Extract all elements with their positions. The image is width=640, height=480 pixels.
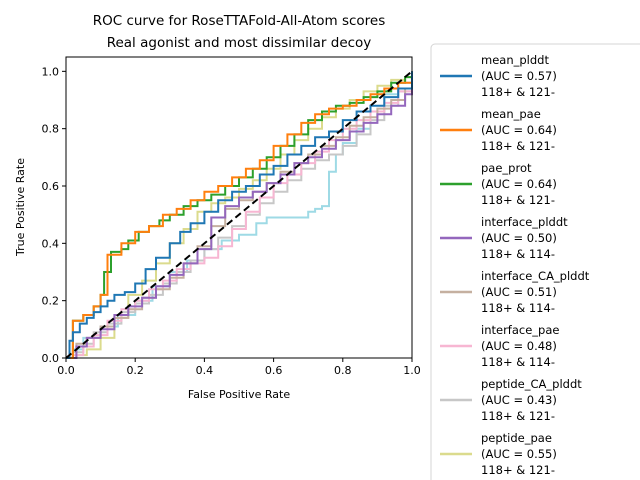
y-axis-label: True Positive Rate	[14, 158, 27, 257]
legend-auc-label-interface-ca-plddt: (AUC = 0.51)	[481, 285, 557, 299]
legend-auc-label-peptide-pae: (AUC = 0.55)	[481, 447, 557, 461]
legend-group-label-mean-pae: 118+ & 121-	[481, 139, 555, 153]
legend-box	[430, 43, 640, 480]
y-tick-label: 1.0	[42, 65, 60, 78]
legend-name-mean-plddt: mean_plddt	[481, 53, 549, 67]
x-tick-label: 0.8	[334, 364, 352, 377]
y-tick-label: 0.2	[42, 295, 60, 308]
y-axis-ticks: 0.0 0.2 0.4 0.6 0.8 1.0	[42, 65, 66, 365]
legend: mean_plddt (AUC = 0.57) 118+ & 121- mean_pa…	[430, 43, 640, 480]
legend-name-peptide-ca-plddt: peptide_CA_plddt	[481, 377, 582, 391]
legend-group-label-interface-plddt: 118+ & 114-	[481, 247, 555, 261]
legend-group-label-pae-prot: 118+ & 121-	[481, 193, 555, 207]
legend-auc-label-mean-plddt: (AUC = 0.57)	[481, 69, 557, 83]
legend-auc-label-pae-prot: (AUC = 0.64)	[481, 177, 557, 191]
chance-diagonal-line	[65, 70, 413, 359]
legend-name-mean-pae: mean_pae	[481, 107, 541, 121]
chart-subtitle: Real agonist and most dissimilar decoy	[107, 35, 372, 51]
x-tick-label: 0.0	[57, 364, 75, 377]
chart-title: ROC curve for RoseTTAFold-All-Atom score…	[93, 13, 386, 29]
series-line-mean-plddt	[66, 71, 413, 359]
x-tick-label: 0.6	[265, 364, 283, 377]
legend-group-label-peptide-pae: 118+ & 121-	[481, 463, 555, 477]
legend-group-label-interface-ca-plddt: 118+ & 114-	[481, 301, 555, 315]
legend-name-peptide-pae: peptide_pae	[481, 431, 552, 445]
y-tick-label: 0.4	[42, 237, 60, 250]
series-line-mean-pae	[66, 71, 413, 359]
legend-auc-label-mean-pae: (AUC = 0.64)	[481, 123, 557, 137]
y-tick-label: 0.0	[42, 352, 60, 365]
x-axis-label: False Positive Rate	[188, 388, 290, 401]
legend-group-label-mean-plddt: 118+ & 121-	[481, 85, 555, 99]
y-tick-label: 0.8	[42, 123, 60, 136]
legend-name-interface-plddt: interface_plddt	[481, 215, 568, 229]
legend-auc-label-peptide-ca-plddt: (AUC = 0.43)	[481, 393, 557, 407]
series-line-interface-plddt	[66, 79, 413, 359]
legend-auc-label-interface-plddt: (AUC = 0.50)	[481, 231, 557, 245]
x-tick-label: 0.2	[126, 364, 144, 377]
legend-name-interface-pae: interface_pae	[481, 323, 559, 337]
legend-auc-label-interface-pae: (AUC = 0.48)	[481, 339, 557, 353]
y-tick-label: 0.6	[42, 180, 60, 193]
legend-name-interface-ca-plddt: interface_CA_plddt	[481, 269, 590, 283]
series-line-peptide-ca-plddt	[66, 79, 413, 359]
legend-group-label-interface-pae: 118+ & 114-	[481, 355, 555, 369]
series-line-pae-prot	[66, 71, 413, 359]
plot-area	[65, 70, 413, 359]
x-tick-label: 1.0	[403, 364, 421, 377]
legend-group-label-peptide-ca-plddt: 118+ & 121-	[481, 409, 555, 423]
legend-name-pae-prot: pae_prot	[481, 161, 532, 175]
x-axis-ticks: 0.0 0.2 0.4 0.6 0.8 1.0	[57, 358, 421, 377]
x-tick-label: 0.4	[196, 364, 214, 377]
plot-frame	[65, 56, 413, 359]
